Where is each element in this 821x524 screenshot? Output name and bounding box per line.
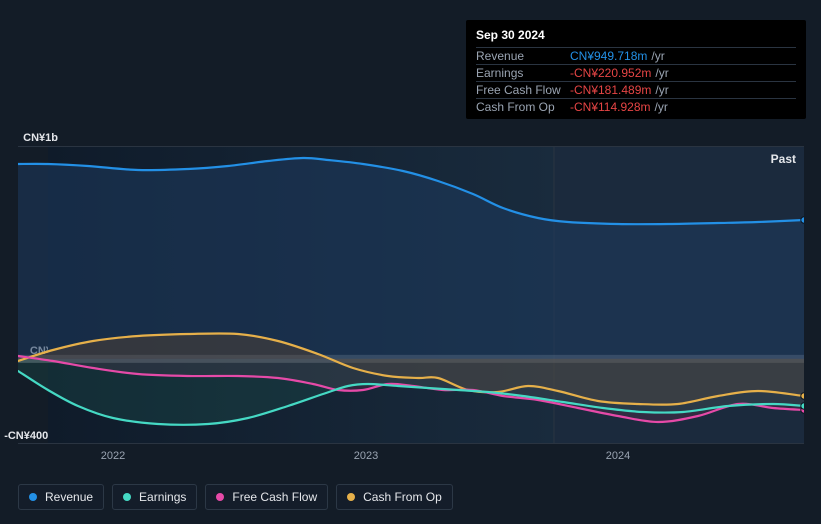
tooltip-row: RevenueCN¥949.718m/yr [476, 47, 796, 64]
x-axis-label: 2024 [606, 450, 630, 462]
legend-dot-icon [29, 493, 37, 501]
tooltip-row: Earnings-CN¥220.952m/yr [476, 64, 796, 81]
legend-dot-icon [123, 493, 131, 501]
x-axis-label: 2022 [101, 450, 125, 462]
tooltip-unit: /yr [654, 100, 667, 114]
tooltip-value: -CN¥181.489m [570, 83, 651, 97]
chart-legend: Revenue Earnings Free Cash Flow Cash From O… [18, 484, 453, 510]
tooltip-label: Cash From Op [476, 100, 570, 114]
tooltip-value: CN¥949.718m [570, 49, 647, 63]
past-label: Past [771, 152, 796, 166]
tooltip-unit: /yr [655, 66, 668, 80]
legend-item-free-cash-flow[interactable]: Free Cash Flow [205, 484, 328, 510]
x-axis-labels: 2022 2023 2024 [18, 450, 804, 464]
tooltip-label: Revenue [476, 49, 570, 63]
tooltip-value: -CN¥220.952m [570, 66, 651, 80]
legend-item-revenue[interactable]: Revenue [18, 484, 104, 510]
tooltip-unit: /yr [651, 49, 664, 63]
tooltip-value: -CN¥114.928m [570, 100, 650, 114]
tooltip-row: Cash From Op-CN¥114.928m/yr [476, 98, 796, 115]
x-axis-label: 2023 [354, 450, 378, 462]
legend-item-cash-from-op[interactable]: Cash From Op [336, 484, 453, 510]
legend-item-earnings[interactable]: Earnings [112, 484, 197, 510]
earnings-chart: CN¥1bCN¥0-CN¥400m Past 202220232024 [18, 120, 804, 476]
tooltip-unit: /yr [655, 83, 668, 97]
legend-label: Earnings [139, 490, 186, 504]
y-axis-label: CN¥1b [2, 132, 58, 144]
legend-label: Free Cash Flow [232, 490, 317, 504]
chart-tooltip: Sep 30 2024 RevenueCN¥949.718m/yrEarning… [466, 20, 806, 119]
legend-dot-icon [347, 493, 355, 501]
tooltip-row: Free Cash Flow-CN¥181.489m/yr [476, 81, 796, 98]
tooltip-label: Earnings [476, 66, 570, 80]
tooltip-label: Free Cash Flow [476, 83, 570, 97]
legend-label: Revenue [45, 490, 93, 504]
legend-label: Cash From Op [363, 490, 442, 504]
legend-dot-icon [216, 493, 224, 501]
plot-area[interactable]: Past [18, 146, 804, 444]
tooltip-date: Sep 30 2024 [476, 26, 796, 47]
